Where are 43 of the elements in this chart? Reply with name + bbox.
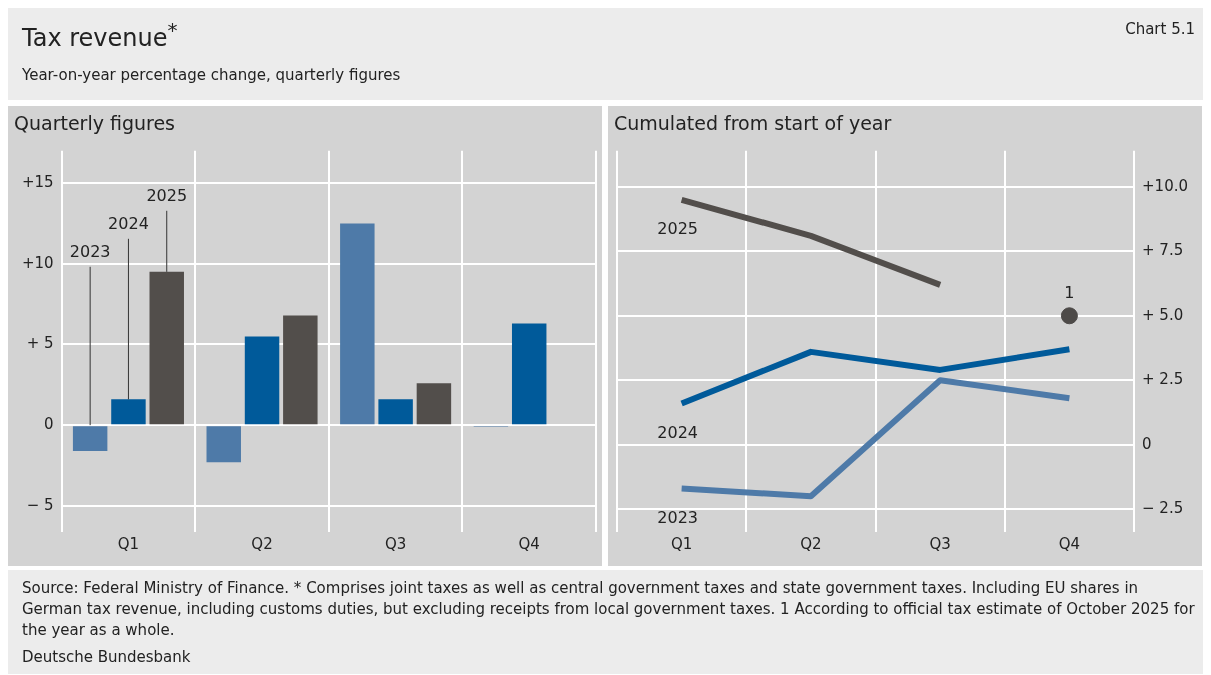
bar — [378, 399, 413, 425]
bar — [244, 336, 280, 425]
x-tick-label: Q1 — [670, 534, 693, 553]
source-note: Source: Federal Ministry of Finance. * Comprises joint taxes as well as central government taxes and state government taxes. Including EU shares in German tax revenue, including customs duties, but excluding receipts from local government taxes. 1 According to official tax estimate of October 2025 for the year as a whole. — [22, 578, 1196, 641]
y2-tick-label: − 2.5 — [1142, 499, 1184, 517]
text: 2023 — [69, 241, 111, 261]
text: Tax revenue$^{*}$ — [22, 18, 178, 52]
series-label: 2024 — [657, 422, 698, 442]
caption: Chart 5.1 — [1125, 20, 1195, 38]
y2-tick-label: + 7.5 — [1142, 241, 1184, 260]
x-tick-label: Q2 — [251, 534, 273, 553]
text: Deutsche Bundesbank — [22, 647, 192, 668]
y2-tick-label: + 5.0 — [1142, 305, 1184, 324]
bar — [340, 223, 375, 425]
y2-tick-label: 0 — [1142, 434, 1152, 453]
series-label: 2025 — [657, 218, 698, 238]
series-label: 2023 — [657, 507, 698, 527]
bar — [72, 426, 108, 451]
y-tick-label: +15 — [22, 172, 54, 191]
text: Year-on-year percentage change, quarterly figures — [22, 66, 402, 84]
bar — [283, 315, 318, 425]
y-tick-label: − 5 — [26, 495, 54, 514]
text: 2024 — [108, 213, 149, 233]
bar — [511, 323, 547, 425]
y-tick-label: + 5 — [26, 334, 54, 353]
annotation: 1 — [1064, 282, 1075, 302]
x-tick-label: Q3 — [929, 534, 951, 553]
bar — [416, 383, 452, 425]
y-tick-label: +10 — [22, 253, 54, 272]
x-tick-label: Q4 — [1058, 534, 1081, 553]
y-tick-label: 0 — [44, 415, 54, 434]
bar — [206, 426, 241, 463]
text: 2025 — [146, 185, 188, 205]
bar — [111, 399, 146, 425]
x-tick-label: Q3 — [384, 534, 407, 553]
chart-title: Quarterly figures — [14, 112, 176, 135]
chart-title: Cumulated from start of year — [614, 112, 892, 135]
y2-tick-label: +10.0 — [1142, 176, 1188, 195]
y2-tick-label: + 2.5 — [1142, 370, 1184, 389]
x-tick-label: Q1 — [117, 534, 140, 553]
x-tick-label: Q4 — [518, 534, 540, 553]
x-tick-label: Q2 — [800, 534, 822, 553]
bar — [149, 271, 184, 425]
